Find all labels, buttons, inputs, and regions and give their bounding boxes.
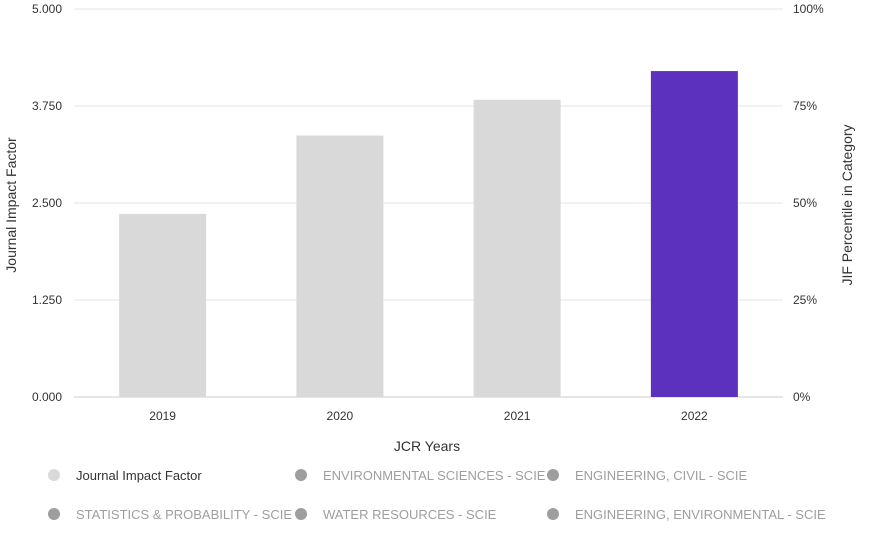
x-tick-label: 2021 [504,409,531,423]
legend-item[interactable]: WATER RESOURCES - SCIE [295,504,496,524]
y-tick-label: 0.000 [32,390,62,404]
bar-2020 [296,135,384,397]
legend-item[interactable]: ENGINEERING, ENVIRONMENTAL - SCIE [547,504,826,524]
bar-2022 [650,71,738,397]
legend-dot-icon [295,508,307,520]
y-tick-label: 1.250 [32,293,62,307]
legend-label: WATER RESOURCES - SCIE [323,506,497,522]
y2-tick-label: 25% [793,293,817,307]
y2-tick-label: 75% [793,99,817,113]
x-axis-ticks: 2019 2020 2021 2022 [149,409,708,423]
x-tick-label: 2022 [681,409,708,423]
legend-item[interactable]: Journal Impact Factor [48,465,202,485]
legend-dot-icon [48,469,60,481]
y2-tick-label: 0% [793,390,811,404]
legend-dot-icon [295,469,307,481]
y-tick-label: 2.500 [32,196,62,210]
y-axis-title: Journal Impact Factor [3,137,19,273]
legend-dot-icon [48,508,60,520]
jif-bar-chart: 0.000 1.250 2.500 3.750 5.000 0% 25% 50% 75% 100… [3,2,855,454]
y-tick-label: 5.000 [32,2,62,16]
legend-dot-icon [547,508,559,520]
x-tick-label: 2020 [327,409,354,423]
left-axis-ticks: 0.000 1.250 2.500 3.750 5.000 [32,2,62,404]
y2-tick-label: 50% [793,196,817,210]
legend-item[interactable]: ENVIRONMENTAL SCIENCES - SCIE [295,465,545,485]
right-axis-ticks: 0% 25% 50% 75% 100% [793,2,824,404]
y2-axis-title: JIF Percentile in Category [839,124,855,285]
legend-label: ENGINEERING, CIVIL - SCIE [575,467,748,483]
chart-legend: Journal Impact Factor ENVIRONMENTAL SCIEN… [0,462,876,542]
legend-label: STATISTICS & PROBABILITY - SCIE [76,506,292,522]
legend-item[interactable]: ENGINEERING, CIVIL - SCIE [547,465,747,485]
legend-dot-icon [547,469,559,481]
y2-tick-label: 100% [793,2,824,16]
legend-label: Journal Impact Factor [76,467,202,483]
bar-2021 [473,99,561,398]
bar-2019 [119,213,207,397]
legend-label: ENVIRONMENTAL SCIENCES - SCIE [323,467,546,483]
legend-label: ENGINEERING, ENVIRONMENTAL - SCIE [575,506,826,522]
x-axis-title: JCR Years [394,438,460,454]
y-tick-label: 3.750 [32,99,62,113]
legend-item[interactable]: STATISTICS & PROBABILITY - SCIE [48,504,292,524]
bar-group [119,71,738,398]
x-tick-label: 2019 [149,409,176,423]
